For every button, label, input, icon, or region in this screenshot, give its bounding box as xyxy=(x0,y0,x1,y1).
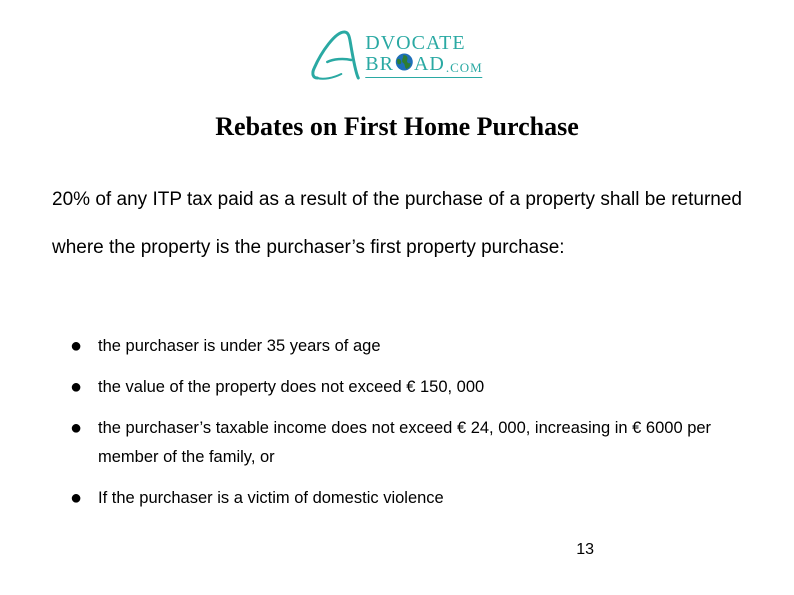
list-item-text: the value of the property does not excee… xyxy=(98,373,742,402)
page: DVOCATE BR AD .COM Rebates on First Home… xyxy=(0,0,794,595)
logo-underline xyxy=(365,77,482,78)
globe-icon xyxy=(395,53,413,75)
list-item: ● If the purchaser is a victim of domest… xyxy=(68,484,742,513)
logo-mark xyxy=(311,28,365,80)
logo-line2: BR AD .COM xyxy=(365,53,482,75)
logo-line1: DVOCATE xyxy=(365,33,482,53)
list-item-text: the purchaser is under 35 years of age xyxy=(98,332,742,361)
intro-paragraph: 20% of any ITP tax paid as a result of t… xyxy=(52,176,742,271)
list-item-text: the purchaser’s taxable income does not … xyxy=(98,414,742,472)
criteria-list: ● the purchaser is under 35 years of age… xyxy=(68,332,742,525)
bullet-icon: ● xyxy=(68,414,98,443)
page-title: Rebates on First Home Purchase xyxy=(0,112,794,142)
list-item: ● the value of the property does not exc… xyxy=(68,373,742,402)
bullet-icon: ● xyxy=(68,332,98,361)
brand-logo: DVOCATE BR AD .COM xyxy=(311,24,482,80)
list-item: ● the purchaser’s taxable income does no… xyxy=(68,414,742,472)
logo-line2-prefix: BR xyxy=(365,54,394,74)
list-item-text: If the purchaser is a victim of domestic… xyxy=(98,484,742,513)
list-item: ● the purchaser is under 35 years of age xyxy=(68,332,742,361)
logo-line2-suffix: AD xyxy=(414,54,445,74)
page-number: 13 xyxy=(576,541,594,559)
logo-line2-ext: .COM xyxy=(445,61,483,75)
bullet-icon: ● xyxy=(68,484,98,513)
logo-text: DVOCATE BR AD .COM xyxy=(365,33,482,80)
bullet-icon: ● xyxy=(68,373,98,402)
